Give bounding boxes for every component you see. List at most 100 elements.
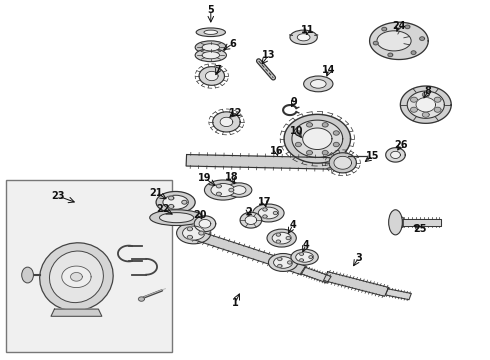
Text: 4: 4 [303,239,310,249]
Ellipse shape [196,28,225,37]
Ellipse shape [290,30,318,44]
Polygon shape [416,98,436,112]
Polygon shape [295,131,301,135]
Text: 2: 2 [245,207,252,217]
Text: 14: 14 [322,64,336,75]
Polygon shape [284,114,350,163]
Polygon shape [213,112,240,132]
Polygon shape [333,142,339,147]
Polygon shape [187,227,193,231]
Ellipse shape [273,257,293,268]
Ellipse shape [163,195,188,209]
Ellipse shape [253,204,284,222]
Ellipse shape [304,76,333,92]
Ellipse shape [159,213,194,223]
Ellipse shape [202,51,220,59]
Polygon shape [278,264,282,267]
Polygon shape [322,123,328,127]
Ellipse shape [176,222,211,244]
Text: 4: 4 [290,220,296,230]
Text: 7: 7 [215,64,221,75]
Ellipse shape [232,186,246,194]
Ellipse shape [49,251,103,303]
Polygon shape [186,154,353,170]
Text: 24: 24 [392,21,406,31]
Text: 6: 6 [229,39,236,49]
Polygon shape [307,150,313,155]
Polygon shape [411,97,417,102]
Polygon shape [292,120,343,157]
Polygon shape [191,230,306,275]
Polygon shape [51,309,102,316]
Polygon shape [386,148,405,162]
Text: 16: 16 [270,146,284,156]
Polygon shape [303,128,332,149]
Polygon shape [217,192,221,196]
Text: 11: 11 [301,25,314,35]
Polygon shape [419,37,424,40]
Polygon shape [434,97,441,102]
Text: 21: 21 [149,188,163,198]
Polygon shape [434,107,441,112]
Ellipse shape [226,183,252,197]
Polygon shape [407,91,444,118]
Ellipse shape [204,30,218,35]
Ellipse shape [377,31,411,51]
Polygon shape [273,211,278,215]
Ellipse shape [291,249,318,265]
Text: 15: 15 [366,150,380,161]
Polygon shape [199,231,204,235]
Polygon shape [422,92,429,97]
Polygon shape [194,216,216,231]
Polygon shape [217,184,221,188]
Polygon shape [323,272,389,296]
Ellipse shape [195,41,226,54]
Ellipse shape [269,253,298,271]
Polygon shape [382,27,387,31]
Polygon shape [373,41,378,45]
Text: 22: 22 [156,204,170,215]
Polygon shape [288,261,292,264]
Polygon shape [309,256,313,258]
Ellipse shape [202,44,220,51]
Polygon shape [369,22,428,59]
Polygon shape [300,267,331,283]
Text: 8: 8 [425,86,432,96]
Polygon shape [240,212,262,228]
Polygon shape [187,235,193,239]
Text: 9: 9 [291,97,297,107]
Polygon shape [199,220,211,228]
Polygon shape [422,112,429,117]
Text: 19: 19 [198,173,212,183]
Polygon shape [71,273,82,281]
Polygon shape [263,208,267,211]
Polygon shape [400,86,451,123]
Ellipse shape [183,226,205,240]
Polygon shape [182,200,187,204]
Polygon shape [229,188,234,192]
Polygon shape [295,142,301,147]
Polygon shape [405,25,410,29]
Ellipse shape [296,252,314,262]
Polygon shape [62,266,91,288]
Ellipse shape [156,192,195,213]
Polygon shape [307,123,313,127]
Polygon shape [286,237,291,240]
Ellipse shape [258,207,279,219]
Text: 12: 12 [228,108,242,118]
Ellipse shape [204,180,242,200]
Ellipse shape [150,210,203,226]
Polygon shape [299,253,303,256]
FancyBboxPatch shape [5,180,171,352]
Text: 25: 25 [413,225,427,234]
Text: 17: 17 [258,197,271,207]
Text: 26: 26 [394,140,408,150]
Polygon shape [245,216,257,225]
Polygon shape [299,259,303,262]
Polygon shape [263,215,267,218]
Polygon shape [169,204,174,208]
Polygon shape [333,131,339,135]
Polygon shape [395,215,403,230]
Text: 10: 10 [290,126,303,135]
Polygon shape [411,107,417,112]
